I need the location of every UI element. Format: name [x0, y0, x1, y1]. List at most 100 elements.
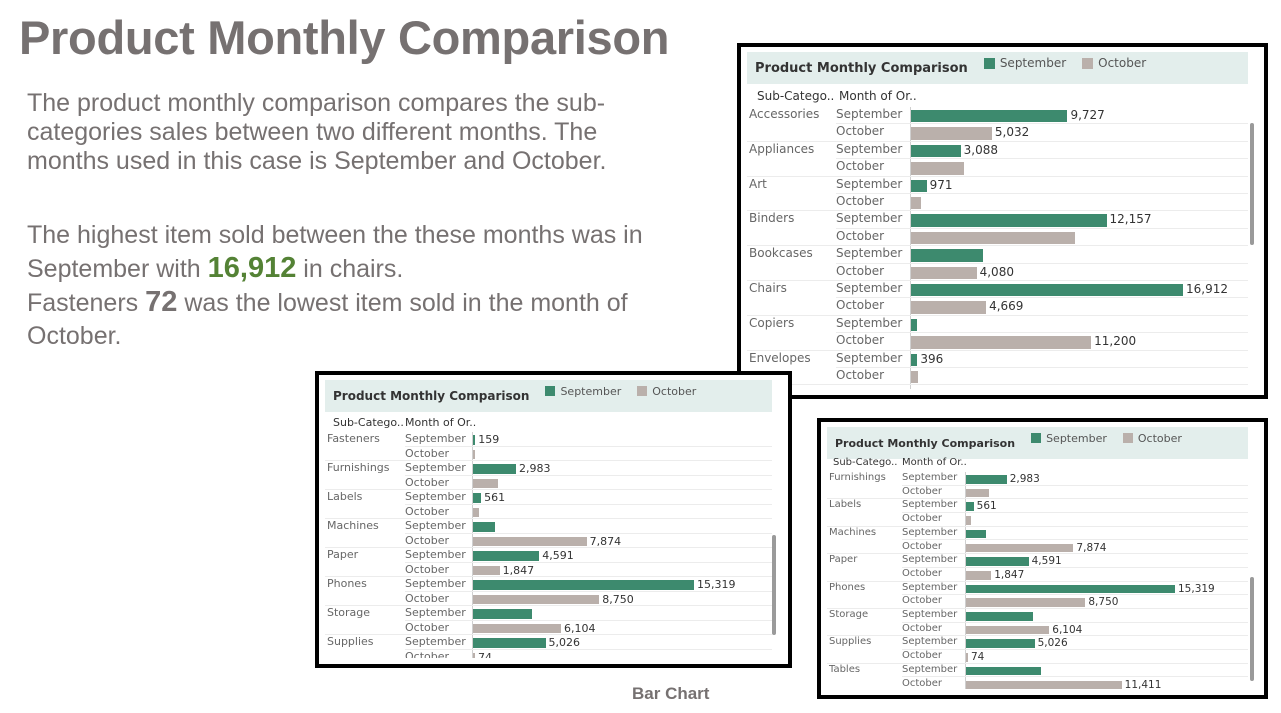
- bar-row[interactable]: Fasteners September 159: [325, 432, 772, 447]
- bar-october[interactable]: [966, 625, 1050, 635]
- bar-row[interactable]: October 11,411: [827, 678, 1248, 689]
- bar-october[interactable]: [966, 516, 972, 525]
- bar-row[interactable]: October 1,847: [827, 568, 1248, 582]
- bar-september[interactable]: [966, 475, 1007, 484]
- vertical-scrollbar[interactable]: [1250, 577, 1254, 681]
- bar-row[interactable]: Envelopes September 396: [747, 351, 1248, 368]
- bar-september[interactable]: [911, 249, 984, 262]
- legend-september[interactable]: September: [983, 56, 1066, 70]
- bar-row[interactable]: October 8,750: [325, 592, 772, 606]
- bar-row[interactable]: Copiers September: [747, 316, 1248, 334]
- bar-row[interactable]: Labels September 561: [325, 490, 772, 505]
- legend-september[interactable]: September: [545, 385, 621, 398]
- bar-row[interactable]: Bookcases September: [747, 246, 1248, 264]
- bar-september[interactable]: [911, 144, 961, 158]
- column-header-subcategory[interactable]: Sub-Catego..: [833, 457, 898, 468]
- bar-september[interactable]: [911, 284, 1183, 297]
- bar-october[interactable]: [966, 488, 990, 498]
- bar-row[interactable]: October 4,080: [747, 264, 1248, 281]
- bar-row[interactable]: Storage September: [827, 609, 1248, 623]
- bar-october[interactable]: [911, 301, 987, 314]
- bar-september[interactable]: [473, 638, 546, 648]
- bar-october[interactable]: [911, 336, 1092, 349]
- column-header-month[interactable]: Month of Or..: [902, 457, 967, 468]
- bar-september[interactable]: [966, 557, 1029, 566]
- bar-october[interactable]: [473, 478, 498, 488]
- bar-september[interactable]: [911, 353, 918, 366]
- bar-row[interactable]: October: [747, 194, 1248, 212]
- legend-october[interactable]: October: [1082, 56, 1146, 70]
- bar-row[interactable]: Binders September 12,157: [747, 211, 1248, 229]
- bar-row[interactable]: Phones September 15,319: [827, 582, 1248, 596]
- bar-september[interactable]: [473, 609, 533, 619]
- bar-row[interactable]: Paper September 4,591: [325, 548, 772, 563]
- bar-october[interactable]: [966, 653, 968, 662]
- bar-october[interactable]: [911, 162, 965, 175]
- bar-row[interactable]: Chairs September 16,912: [747, 281, 1248, 299]
- bar-october[interactable]: [473, 449, 475, 459]
- bar-row[interactable]: October 5,032: [747, 124, 1248, 142]
- bar-october[interactable]: [911, 266, 977, 279]
- bar-row[interactable]: October: [827, 513, 1248, 527]
- bar-october[interactable]: [473, 594, 600, 604]
- bar-september[interactable]: [911, 318, 918, 332]
- bar-row[interactable]: October 11,200: [747, 333, 1248, 351]
- bar-september[interactable]: [966, 612, 1033, 621]
- bar-october[interactable]: [473, 536, 587, 546]
- bar-row[interactable]: October 74: [325, 650, 772, 658]
- bar-october[interactable]: [911, 127, 992, 140]
- bar-row[interactable]: October: [747, 368, 1248, 386]
- bar-row[interactable]: October: [325, 447, 772, 461]
- bar-september[interactable]: [473, 551, 540, 561]
- bar-september[interactable]: [473, 435, 476, 445]
- column-header-subcategory[interactable]: Sub-Catego..: [333, 416, 404, 429]
- column-header-month[interactable]: Month of Or..: [839, 89, 917, 103]
- bar-october[interactable]: [911, 371, 919, 384]
- bar-row[interactable]: October 6,104: [827, 623, 1248, 637]
- bar-october[interactable]: [473, 507, 479, 517]
- bar-row[interactable]: Machines September: [827, 527, 1248, 541]
- bar-september[interactable]: [966, 529, 987, 539]
- legend-october[interactable]: October: [1122, 432, 1182, 445]
- bar-row[interactable]: October 74: [827, 650, 1248, 664]
- bar-row[interactable]: October 8,750: [827, 595, 1248, 609]
- bar-row[interactable]: October 4,669: [747, 298, 1248, 316]
- bar-september[interactable]: [966, 502, 974, 512]
- bar-september[interactable]: [911, 214, 1107, 227]
- bar-row[interactable]: Accessories September 9,727: [747, 107, 1248, 125]
- bar-september[interactable]: [473, 522, 495, 532]
- bar-row[interactable]: October 6,104: [325, 621, 772, 635]
- bar-row[interactable]: October: [325, 476, 772, 490]
- bar-october[interactable]: [966, 570, 992, 580]
- bar-row[interactable]: Art September 971: [747, 177, 1248, 194]
- bar-row[interactable]: October 7,874: [325, 534, 772, 548]
- bar-row[interactable]: Phones September 15,319: [325, 577, 772, 592]
- bar-row[interactable]: Supplies September 5,026: [827, 636, 1248, 651]
- legend-october[interactable]: October: [637, 385, 696, 398]
- bar-row[interactable]: Furnishings September 2,983: [325, 461, 772, 476]
- bar-september[interactable]: [966, 639, 1035, 649]
- bar-september[interactable]: [911, 110, 1068, 123]
- bar-row[interactable]: October 7,874: [827, 541, 1248, 555]
- bar-row[interactable]: Labels September 561: [827, 499, 1248, 514]
- bar-september[interactable]: [473, 580, 694, 590]
- column-header-subcategory[interactable]: Sub-Catego..: [757, 89, 835, 103]
- bar-september[interactable]: [911, 179, 927, 192]
- bar-row[interactable]: Machines September: [325, 519, 772, 534]
- bar-october[interactable]: [911, 231, 1076, 245]
- bar-october[interactable]: [966, 543, 1074, 553]
- vertical-scrollbar[interactable]: [772, 535, 776, 635]
- vertical-scrollbar[interactable]: [1250, 123, 1254, 245]
- bar-row[interactable]: Furnishings September 2,983: [827, 472, 1248, 486]
- bar-row[interactable]: Supplies September 5,026: [325, 635, 772, 650]
- bar-row[interactable]: Appliances September 3,088: [747, 142, 1248, 160]
- bar-row[interactable]: October: [747, 159, 1248, 177]
- bar-row[interactable]: Paper September 4,591: [827, 554, 1248, 568]
- bar-september[interactable]: [966, 666, 1042, 676]
- bar-october[interactable]: [473, 565, 500, 575]
- bar-row[interactable]: Tables September: [827, 664, 1248, 678]
- bar-october[interactable]: [473, 652, 475, 658]
- column-header-month[interactable]: Month of Or..: [405, 416, 477, 429]
- bar-september[interactable]: [473, 464, 517, 474]
- bar-row[interactable]: October 1,847: [325, 563, 772, 577]
